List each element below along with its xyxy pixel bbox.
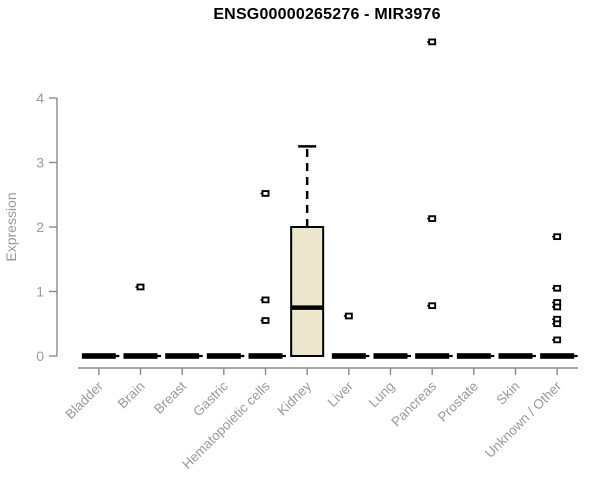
flat-box-whisker-tip [449,354,453,358]
outlier-point [261,317,270,324]
outlier-point [261,296,270,304]
y-tick-label: 3 [36,155,44,171]
y-tick-label: 0 [36,348,44,364]
outlier-point [428,302,437,310]
flat-box-whisker-tip [157,354,161,358]
flat-box [456,353,491,359]
outlier-point [553,284,562,292]
flat-box [540,353,575,359]
flat-box [248,353,283,359]
flat-box [498,353,533,359]
y-tick-label: 2 [36,219,44,235]
flat-box [373,353,408,359]
outlier-point [344,312,353,320]
flat-box-whisker-tip [490,354,495,358]
outlier-point [261,190,270,197]
outlier-point [428,38,437,46]
x-tick-label: Brain [115,379,148,412]
x-tick-label: Unknown / Other [482,378,565,461]
x-tick-label: Kidney [274,378,314,418]
x-tick-label: Breast [151,378,189,416]
outlier-point [136,283,145,291]
x-tick-label: Liver [325,378,357,410]
flat-box-whisker-tip [574,354,578,358]
box [290,226,325,357]
chart-title: ENSG00000265276 - MIR3976 [213,6,441,23]
flat-box [331,353,366,359]
flat-box [81,353,116,359]
y-tick-label: 1 [36,284,44,300]
y-axis-title: Expression [3,192,19,261]
flat-box-whisker-tip [240,354,245,358]
flat-box-whisker-tip [199,354,203,358]
x-tick-label: Bladder [62,378,106,422]
x-tick-label: Lung [366,379,398,411]
flat-box [123,353,158,359]
outlier-point [553,303,562,311]
x-tick-label: Gastric [190,378,231,419]
outlier-point [428,215,437,222]
x-tick-label: Skin [493,379,522,408]
flat-box [415,353,450,359]
x-tick-label: Pancreas [388,378,439,429]
flat-box-whisker-tip [407,354,411,358]
flat-box [165,353,200,359]
outlier-point [553,320,562,328]
flat-box-whisker-tip [532,354,536,358]
flat-box [206,353,241,359]
flat-box-whisker-tip [282,354,286,358]
x-tick-label: Prostate [435,379,481,425]
outlier-point [553,233,562,241]
y-tick-label: 4 [36,90,44,106]
outlier-point [553,336,562,344]
flat-box-whisker-tip [365,354,370,358]
flat-box-whisker-tip [115,354,120,358]
